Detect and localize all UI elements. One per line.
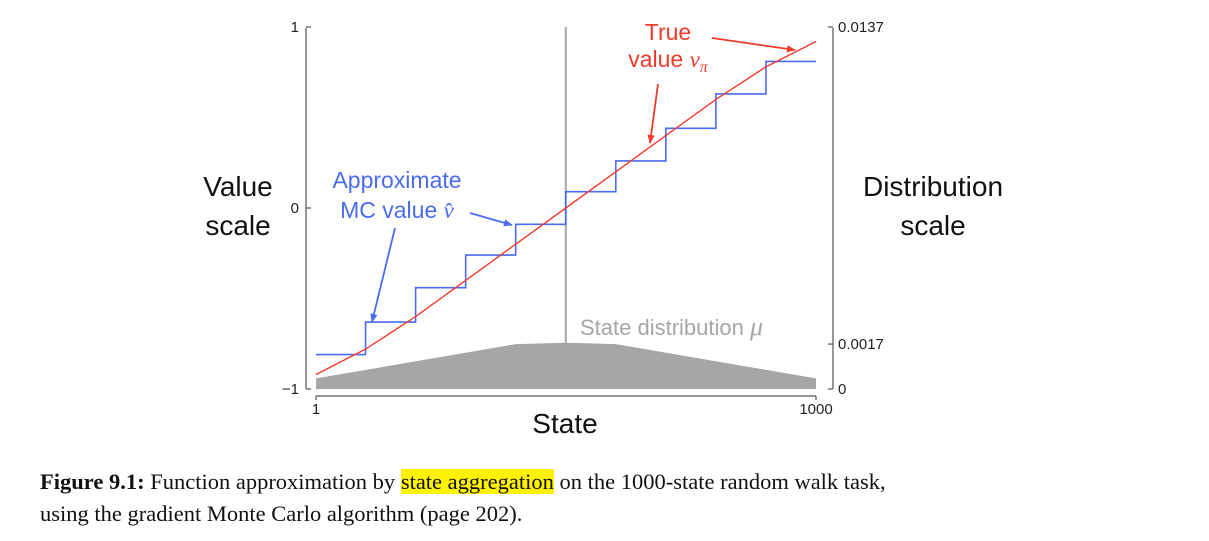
left-axis-label-line1: Value — [203, 171, 273, 202]
right-tick-label: 0.0017 — [838, 336, 884, 353]
left-tick-label: 0 — [291, 200, 299, 217]
figure-chart: 1 0 −1 0.0137 0.0017 0 1 1000 State Value sc… — [203, 19, 1003, 439]
approx-value-arrow-right — [469, 212, 513, 227]
true-value-arrow-upper — [711, 37, 796, 53]
left-tick-label: 1 — [291, 19, 299, 36]
state-distribution-area — [316, 342, 816, 389]
left-axis-label-line2: scale — [205, 210, 270, 241]
caption-text-before: Function approximation by — [144, 469, 401, 494]
left-tick-label: −1 — [282, 381, 299, 398]
caption-label: Figure 9.1: — [40, 469, 145, 494]
approx-value-label-line2: MC value v̂ — [340, 197, 455, 223]
right-axis-label-line2: scale — [900, 210, 965, 241]
caption-highlight: state aggregation — [400, 469, 554, 494]
true-value-series — [315, 40, 817, 376]
right-axis-label-line1: Distribution — [863, 171, 1003, 202]
state-distribution-label: State distribution μ — [580, 312, 763, 341]
x-tick-label-start: 1 — [312, 401, 320, 418]
x-axis-label: State — [532, 408, 597, 439]
approx-value-label-line1: Approximate — [332, 167, 461, 193]
right-tick-label: 0 — [838, 381, 846, 398]
approx-value-arrow-down — [370, 227, 396, 323]
caption-text-line2: using the gradient Monte Carlo algorithm… — [40, 501, 523, 526]
true-value-arrow-lower — [647, 83, 659, 144]
caption-text-after: on the 1000-state random walk task, — [553, 469, 886, 494]
true-value-label-line2: value vπ — [628, 46, 709, 76]
x-tick-label-end: 1000 — [799, 401, 832, 418]
figure-caption: Figure 9.1: Function approximation by st… — [40, 466, 1180, 530]
right-tick-label: 0.0137 — [838, 19, 884, 36]
true-value-label-line1: True — [645, 19, 691, 45]
